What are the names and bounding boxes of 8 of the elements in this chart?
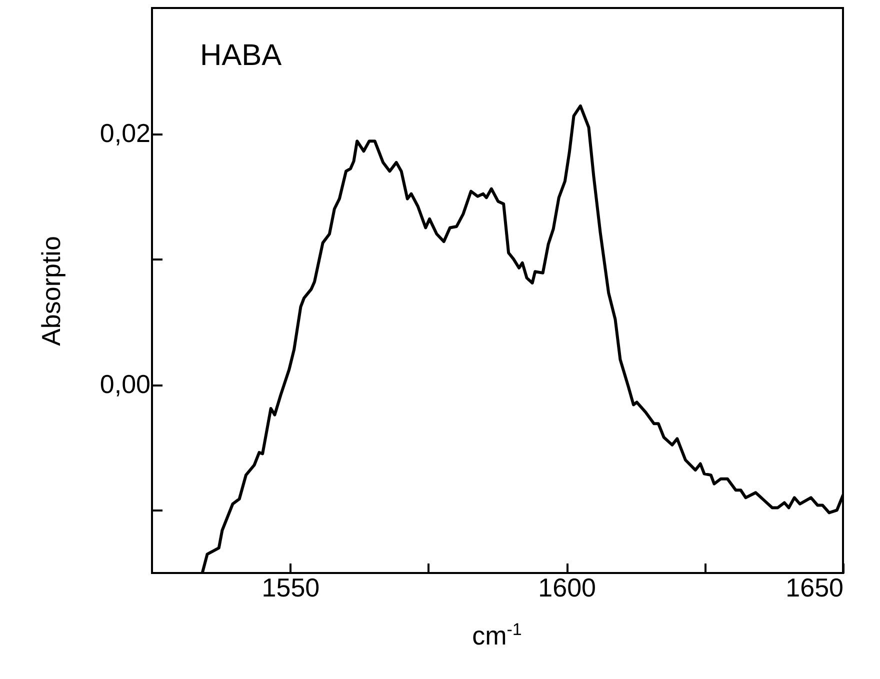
y-tick-label: 0,00 <box>100 369 150 400</box>
x-tick-label: 1550 <box>262 572 320 602</box>
y-axis-title: Absorptio <box>36 236 66 346</box>
x-tick-label: 1600 <box>538 572 596 602</box>
annotation: HABA <box>200 39 282 72</box>
x-tick-label: 1650 <box>786 572 844 602</box>
x-axis-title: cm$^{-1}$ <box>471 620 523 652</box>
y-tick-label: 0,02 <box>100 118 150 148</box>
